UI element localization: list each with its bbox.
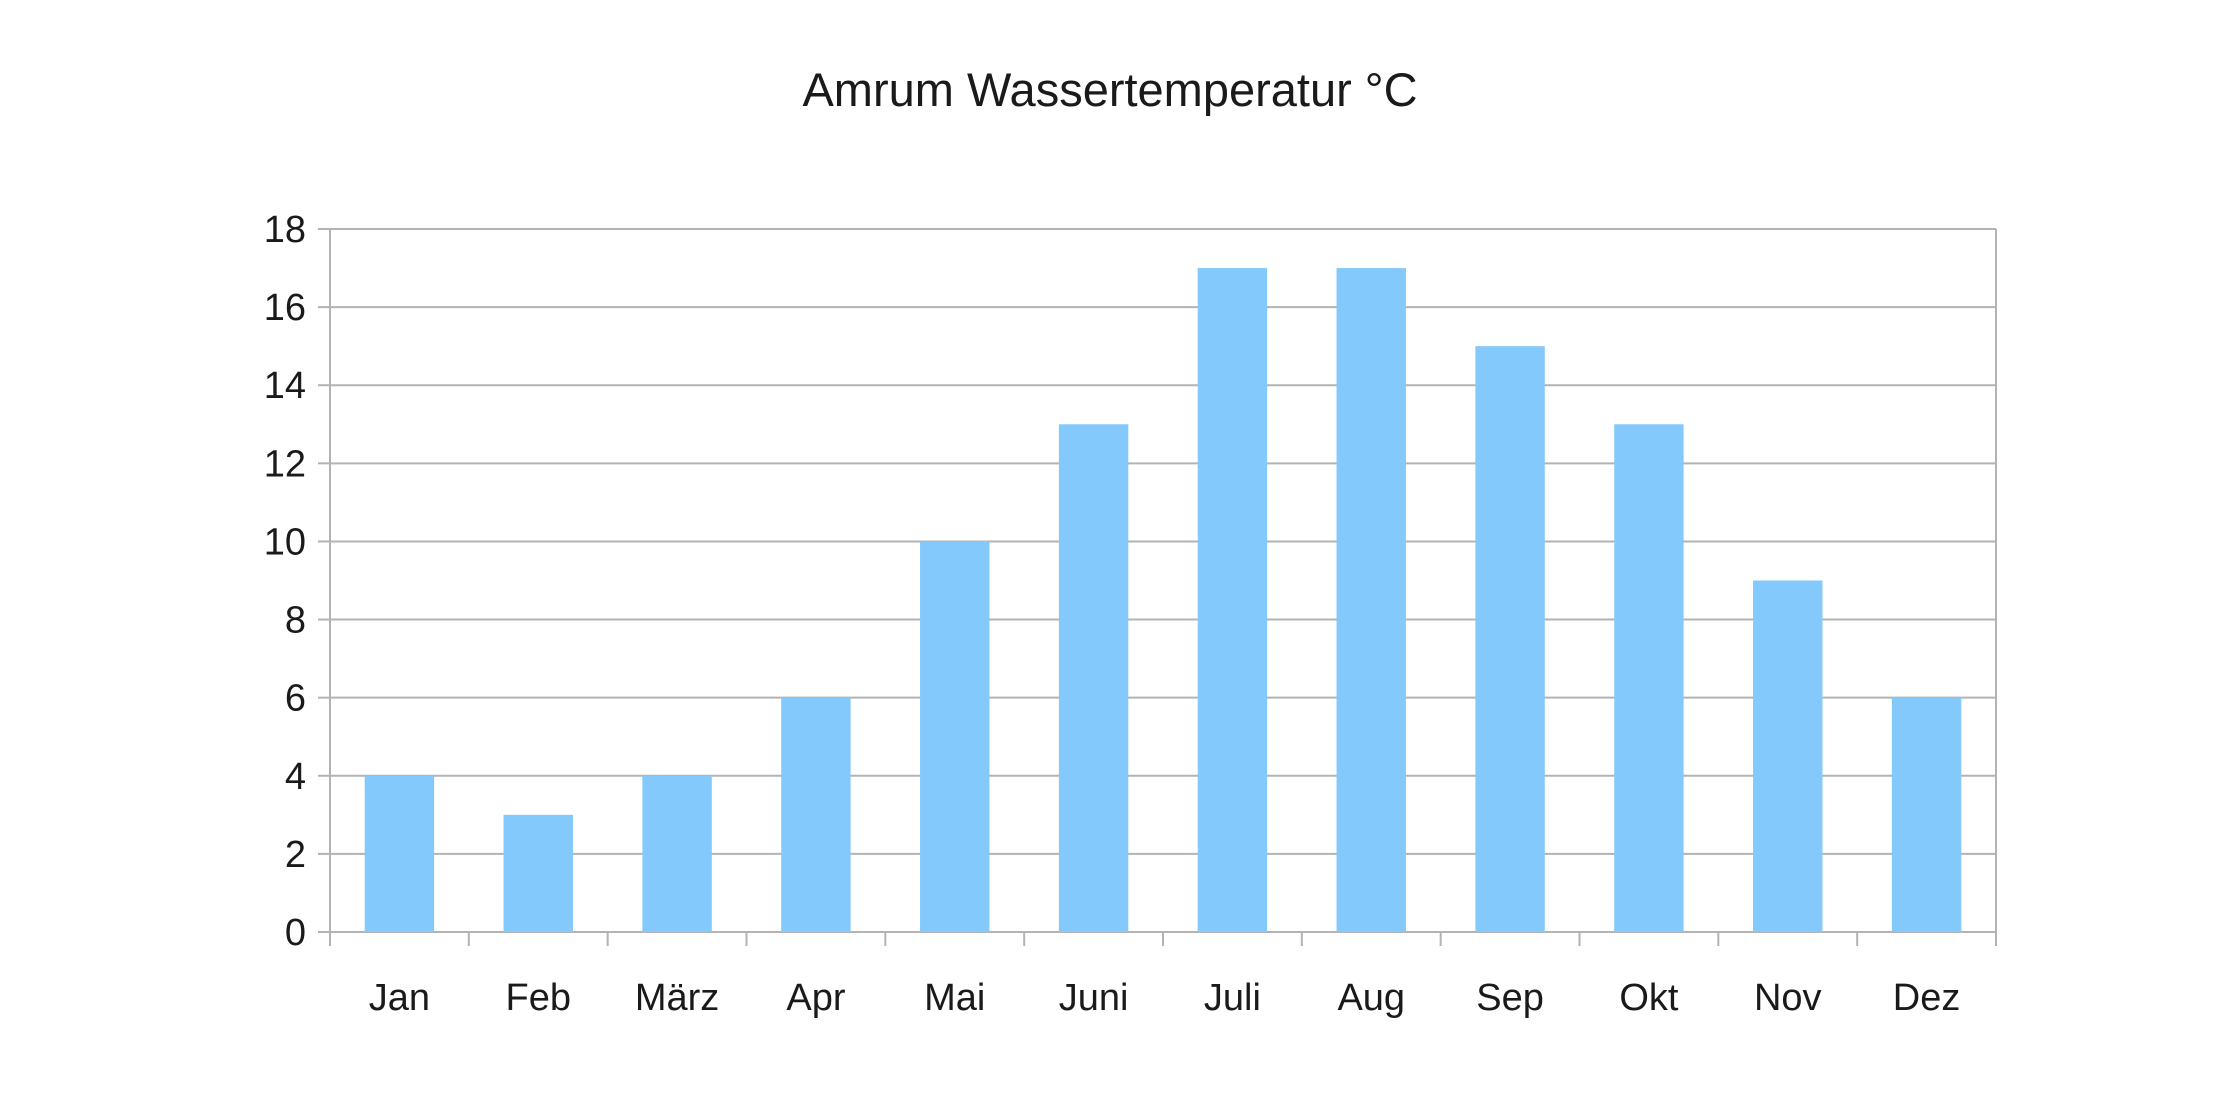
x-tick-label: Aug (1337, 977, 1405, 1019)
bar-juli (1197, 268, 1268, 932)
bar-apr (781, 697, 851, 932)
x-tick-label: Jan (369, 977, 430, 1019)
y-tick-label: 16 (264, 287, 306, 329)
bar-aug (1336, 268, 1406, 932)
bar-jan (364, 775, 435, 932)
bar-okt (1614, 424, 1684, 932)
bar-feb (503, 814, 573, 932)
bar-sep (1475, 346, 1545, 933)
y-tick-labels: 0 2 4 6 8 10 12 14 16 18 (264, 209, 306, 954)
bar-dez (1891, 697, 1962, 932)
y-tick-label: 12 (264, 443, 306, 485)
x-tick-label: Sep (1476, 977, 1544, 1019)
x-tick-label: Mai (924, 977, 985, 1019)
x-tick-label: Feb (506, 977, 571, 1019)
y-tick-label: 10 (264, 521, 306, 563)
grid-lines (330, 228, 1996, 855)
x-tick-label: Okt (1619, 977, 1679, 1019)
y-tick-label: 2 (285, 834, 306, 876)
x-tick-label: Apr (786, 977, 845, 1019)
bar-mai (920, 541, 990, 932)
bar-nov (1753, 580, 1823, 932)
x-tick-labels: Jan Feb März Apr Mai Juni Juli Aug Sep Okt Nov Dez (369, 977, 1961, 1019)
x-tick-label: Dez (1893, 977, 1961, 1019)
y-tick-label: 8 (285, 600, 306, 642)
chart-title: Amrum Wassertemperatur °C (802, 63, 1417, 116)
axes (318, 228, 1997, 946)
bar-juni (1058, 424, 1129, 932)
bars (364, 268, 1962, 933)
x-tick-label: Nov (1754, 977, 1822, 1019)
x-tick-label: Juli (1204, 977, 1261, 1019)
y-tick-label: 6 (285, 678, 306, 720)
x-tick-label: März (635, 977, 719, 1019)
y-tick-label: 0 (285, 912, 306, 954)
y-tick-label: 14 (264, 365, 306, 407)
y-tick-label: 4 (285, 756, 306, 798)
y-tick-label: 18 (264, 209, 306, 251)
x-tick-label: Juni (1059, 977, 1129, 1019)
bar-märz (642, 775, 712, 932)
